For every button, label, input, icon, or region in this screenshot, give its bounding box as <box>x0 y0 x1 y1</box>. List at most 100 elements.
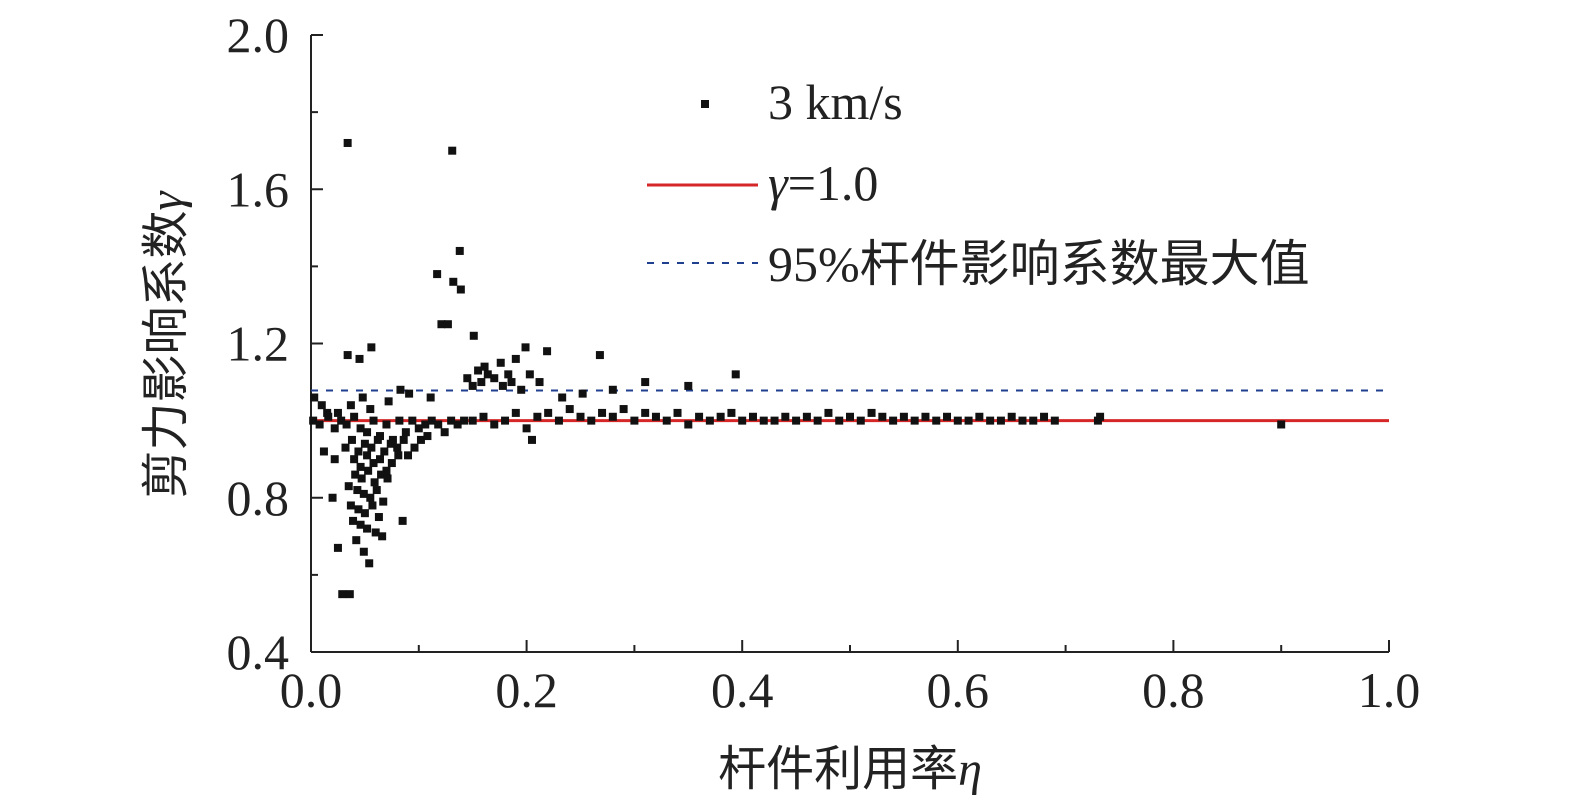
scatter-point <box>468 416 477 425</box>
scatter-point <box>416 435 425 444</box>
scatter-point <box>443 320 452 329</box>
scatter-point <box>343 351 352 360</box>
scatter-point <box>401 428 410 437</box>
scatter-point <box>366 493 375 502</box>
scatter-point <box>522 424 531 433</box>
y-axis-title-text: 剪力影响系数 <box>138 210 194 498</box>
scatter-point <box>365 559 374 568</box>
scatter-point <box>354 447 363 456</box>
scatter-point <box>346 401 355 410</box>
scatter-point <box>359 489 368 498</box>
scatter-point <box>975 412 984 421</box>
x-tick-label: 0.4 <box>711 662 774 718</box>
y-ticks: 0.4 0.8 1.2 1.6 2.0 <box>227 7 323 680</box>
scatter-point <box>498 381 507 390</box>
scatter-point <box>338 590 347 599</box>
scatter-point <box>368 501 377 510</box>
scatter-point <box>943 412 952 421</box>
scatter-point <box>319 447 328 456</box>
scatter-point <box>496 358 505 367</box>
scatter-point <box>953 416 962 425</box>
scatter-point <box>835 416 844 425</box>
scatter-point <box>353 486 362 495</box>
scatter-point <box>474 366 483 375</box>
x-axis-title: 杆件利用率η <box>718 741 982 797</box>
scatter-point <box>587 416 596 425</box>
x-tick-label: 0.6 <box>927 662 990 718</box>
scatter-point <box>447 416 456 425</box>
scatter-point <box>554 416 563 425</box>
scatter-point <box>490 420 499 429</box>
x-tick-label: 0.2 <box>495 662 558 718</box>
scatter-point <box>394 451 403 460</box>
scatter-point <box>483 370 492 379</box>
scatter-point <box>662 416 671 425</box>
scatter-point <box>393 443 402 452</box>
scatter-point <box>341 443 350 452</box>
scatter-point <box>367 343 376 352</box>
scatter-point <box>410 443 419 452</box>
x-tick-label: 1.0 <box>1358 662 1421 718</box>
scatter-points <box>309 138 1286 599</box>
scatter-point <box>434 420 443 429</box>
scatter-point <box>792 416 801 425</box>
scatter-point <box>889 416 898 425</box>
scatter-point <box>846 412 854 421</box>
scatter-point <box>608 385 617 394</box>
scatter-point <box>387 459 396 468</box>
scatter-point <box>619 405 628 414</box>
scatter-point <box>565 405 574 414</box>
x-ticks: 0.0 0.2 0.4 0.6 0.8 1.0 <box>280 640 1421 718</box>
scatter-point <box>867 408 876 417</box>
scatter-point <box>352 536 361 545</box>
scatter-point <box>504 370 513 379</box>
scatter-point <box>437 320 446 329</box>
scatter-point <box>748 412 757 421</box>
scatter-point <box>456 285 465 294</box>
scatter-point <box>517 385 526 394</box>
scatter-point <box>357 474 366 483</box>
scatter-point <box>360 439 369 448</box>
scatter-point <box>378 532 387 541</box>
scatter-point <box>595 351 604 360</box>
scatter-point <box>395 416 404 425</box>
scatter-point <box>480 362 489 371</box>
scatter-point <box>535 378 544 387</box>
scatter-point <box>824 408 833 417</box>
scatter-point <box>369 459 378 468</box>
scatter-point <box>405 389 414 398</box>
scatter-point <box>398 516 407 525</box>
scatter-point <box>727 408 736 417</box>
scatter-point <box>813 416 822 425</box>
scatter-point <box>310 393 319 402</box>
scatter-point <box>1018 416 1027 425</box>
scatter-point <box>705 416 714 425</box>
scatter-point <box>543 347 552 356</box>
scatter-point <box>781 412 790 421</box>
scatter-point <box>342 420 351 429</box>
scatter-point <box>507 378 516 387</box>
scatter-point <box>490 374 499 383</box>
scatter-point <box>996 416 1005 425</box>
scatter-point <box>630 416 639 425</box>
legend-ref-line-label: γ=1.0 <box>768 155 878 211</box>
scatter-point <box>349 516 358 525</box>
y-tick-label: 0.4 <box>227 624 290 680</box>
scatter-point <box>576 412 585 421</box>
scatter-point <box>351 470 360 479</box>
scatter-point <box>369 416 378 425</box>
scatter-point <box>359 547 368 556</box>
scatter-point <box>544 408 553 417</box>
scatter-point <box>371 528 380 537</box>
scatter-point <box>684 381 693 390</box>
scatter-point <box>598 408 607 417</box>
scatter-point <box>759 416 768 425</box>
scatter-point <box>350 412 359 421</box>
scatter-point <box>375 455 384 464</box>
scatter-point <box>356 462 365 471</box>
scatter-point <box>641 408 650 417</box>
scatter-point <box>379 497 388 506</box>
scatter-point <box>346 501 355 510</box>
scatter-point <box>1007 412 1016 421</box>
